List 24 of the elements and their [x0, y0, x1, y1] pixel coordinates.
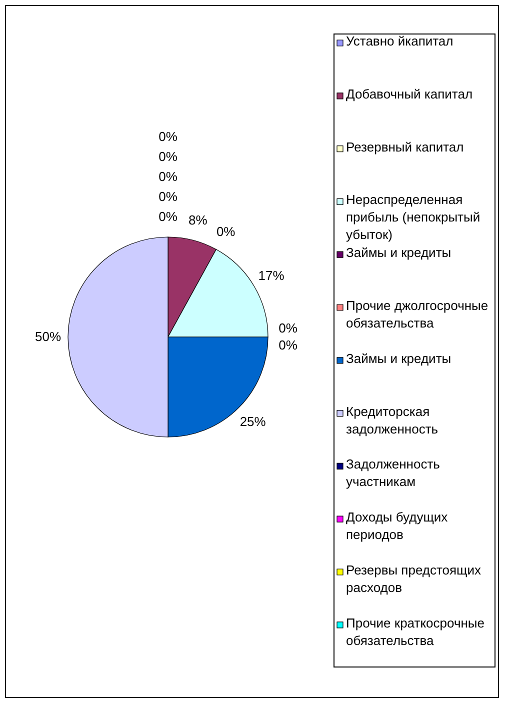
- text: 0%: [216, 224, 236, 239]
- legend-label: Добавочный капитал: [346, 86, 473, 102]
- legend-label: Задолженность участникам: [346, 456, 440, 490]
- legend-label: Резервы предстоящих расходов: [346, 562, 482, 595]
- legend-label: Уставно йкапитал: [346, 34, 454, 48]
- text: 0%: [158, 169, 178, 184]
- legend-label: Нераспределенная прибыль (непокрытый убыток): [346, 192, 480, 242]
- legend-label: Кредиторская задолженность: [346, 404, 438, 436]
- legend-label: Прочие краткосрочные обязательства: [346, 615, 484, 648]
- legend-label: Займы и кредиты: [346, 245, 452, 260]
- data-label: 50%: [34, 329, 62, 344]
- text: 0%: [278, 338, 298, 352]
- text: 0%: [158, 129, 178, 144]
- legend-label: Резервный капитал: [346, 139, 464, 154]
- data-label: 25%: [240, 414, 266, 429]
- legend-label: Прочие джолгосрочные обязательства: [346, 298, 488, 330]
- data-label: 8%: [188, 212, 208, 228]
- text: 0%: [158, 209, 178, 224]
- data-label: 17%: [258, 268, 285, 283]
- text: 0%: [278, 320, 298, 336]
- text: 0%: [158, 189, 178, 204]
- text: 0%: [158, 149, 178, 164]
- legend-label: Доходы будущих периодов: [346, 510, 448, 542]
- legend-label: Займы и кредиты: [346, 350, 452, 366]
